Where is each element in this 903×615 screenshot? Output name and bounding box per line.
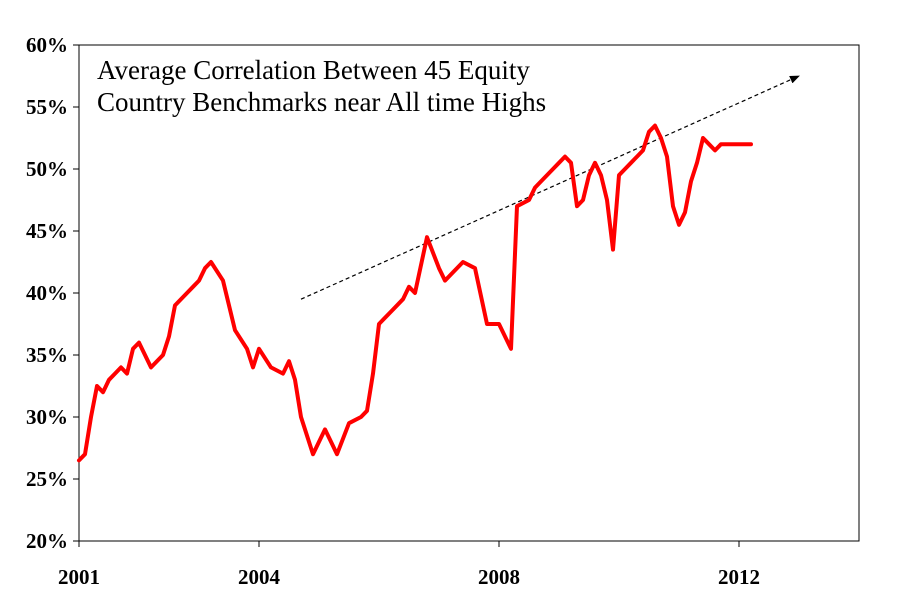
chart-title: Average Correlation Between 45 Equity Co… <box>97 55 546 117</box>
y-tick-label: 20% <box>26 529 68 553</box>
y-tick-label: 45% <box>26 219 68 243</box>
series-line-0 <box>77 123 753 463</box>
x-axis: 2001 2004 2008 2012 <box>58 541 760 589</box>
x-tick-label: 2008 <box>478 565 520 589</box>
y-axis: 20% 25% 30% 35% 40% 45% 50% 55% 60% <box>26 33 79 553</box>
y-tick-label: 50% <box>26 157 68 181</box>
chart-title-line-2: Country Benchmarks near All time Highs <box>97 87 546 117</box>
y-tick-label: 35% <box>26 343 68 367</box>
x-tick-label: 2004 <box>238 565 281 589</box>
chart-title-line-1: Average Correlation Between 45 Equity <box>97 55 530 85</box>
plot-area-frame <box>78 44 860 542</box>
x-tick-label: 2001 <box>58 565 100 589</box>
y-tick-label: 25% <box>26 467 68 491</box>
x-tick-label: 2012 <box>718 565 760 589</box>
y-tick-label: 30% <box>26 405 68 429</box>
y-tick-label: 55% <box>26 95 68 119</box>
y-tick-label: 40% <box>26 281 68 305</box>
series-layer <box>77 123 753 463</box>
y-tick-label: 60% <box>26 33 68 57</box>
